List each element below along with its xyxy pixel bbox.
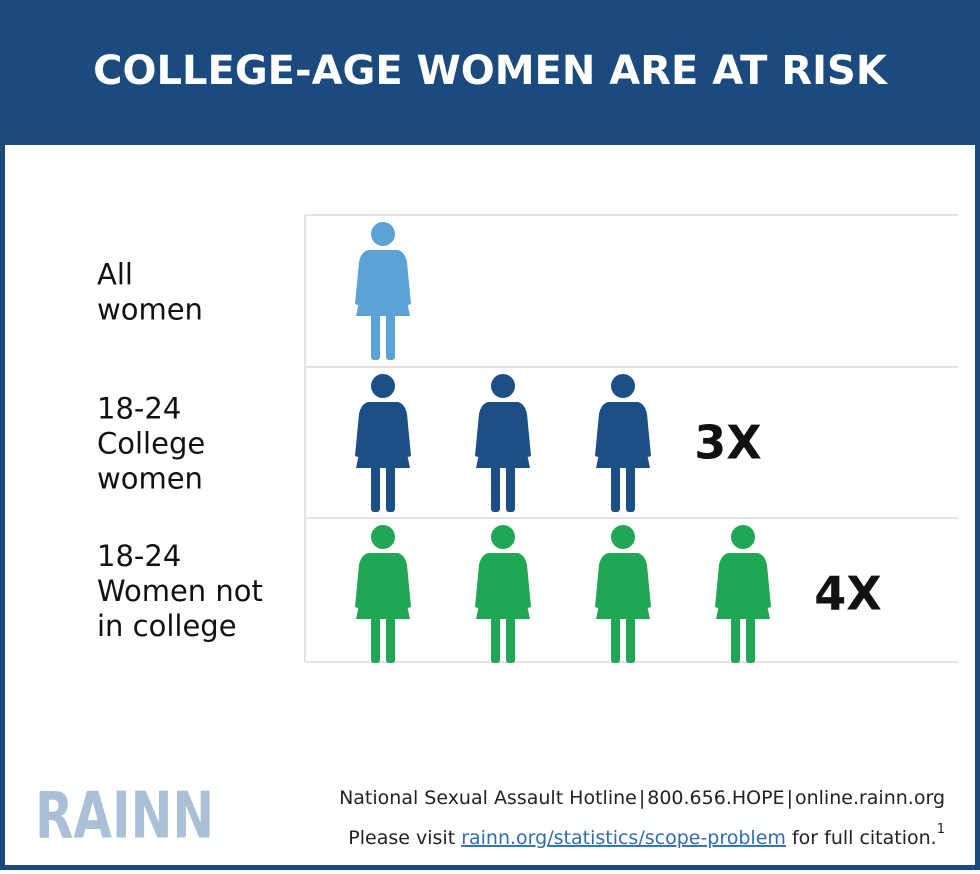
- hotline: National Sexual Assault Hotline | 800.656.…: [339, 787, 945, 809]
- row-label: women: [97, 462, 203, 496]
- icon-head: [731, 525, 755, 549]
- icon-head: [611, 374, 635, 398]
- title: COLLEGE-AGE WOMEN ARE AT RISK: [93, 48, 889, 94]
- woman-icon: [355, 525, 411, 663]
- icon-body: [595, 553, 651, 619]
- icon-leg: [491, 617, 500, 663]
- icon-head: [491, 525, 515, 549]
- citation-link[interactable]: rainn.org/statistics/scope-problem: [461, 827, 786, 849]
- woman-icon: [595, 525, 651, 663]
- citation-after: for full citation.: [792, 827, 937, 849]
- multiplier: 4X: [814, 567, 881, 621]
- icon-body: [355, 402, 411, 468]
- hotline-part: online.rainn.org: [795, 787, 945, 809]
- woman-icon: [715, 525, 771, 663]
- icon-leg: [386, 617, 395, 663]
- icon-body: [475, 553, 531, 619]
- hotline-part: National Sexual Assault Hotline: [339, 787, 637, 809]
- logo: RAINN: [35, 778, 214, 853]
- citation: Please visit rainn.org/statistics/scope-…: [348, 822, 945, 849]
- icon-head: [371, 374, 395, 398]
- icon-leg: [731, 617, 740, 663]
- woman-icon: [355, 374, 411, 512]
- icon-leg: [626, 617, 635, 663]
- citation-note: 1: [937, 822, 945, 837]
- icon-leg: [506, 617, 515, 663]
- hotline-part: |: [787, 787, 793, 809]
- row-label: women: [97, 293, 203, 327]
- icon-head: [371, 525, 395, 549]
- woman-icon: [475, 374, 531, 512]
- icon-leg: [386, 466, 395, 512]
- icon-body: [595, 402, 651, 468]
- woman-icon: [355, 222, 411, 360]
- row-label: All: [97, 258, 133, 292]
- icon-body: [355, 250, 411, 316]
- icon-leg: [506, 466, 515, 512]
- icon-leg: [371, 617, 380, 663]
- icon-head: [491, 374, 515, 398]
- icon-leg: [491, 466, 500, 512]
- hotline-part: |: [639, 787, 645, 809]
- icon-leg: [746, 617, 755, 663]
- icon-leg: [371, 466, 380, 512]
- row-label: Women not: [97, 574, 263, 608]
- woman-icon: [595, 374, 651, 512]
- icon-head: [611, 525, 635, 549]
- row-label: 18-24: [97, 392, 181, 426]
- hotline-part: 800.656.HOPE: [647, 787, 784, 809]
- woman-icon: [475, 525, 531, 663]
- header-band: [0, 0, 980, 145]
- icon-head: [371, 222, 395, 246]
- icon-leg: [371, 314, 380, 360]
- citation-before: Please visit: [348, 827, 455, 849]
- icon-leg: [626, 466, 635, 512]
- icon-leg: [386, 314, 395, 360]
- icon-leg: [611, 466, 620, 512]
- icon-body: [355, 553, 411, 619]
- row-label: 18-24: [97, 539, 181, 573]
- icon-leg: [611, 617, 620, 663]
- multiplier: 3X: [694, 416, 761, 470]
- icon-body: [475, 402, 531, 468]
- icon-body: [715, 553, 771, 619]
- row-label: in college: [97, 609, 237, 643]
- row-label: College: [97, 427, 205, 461]
